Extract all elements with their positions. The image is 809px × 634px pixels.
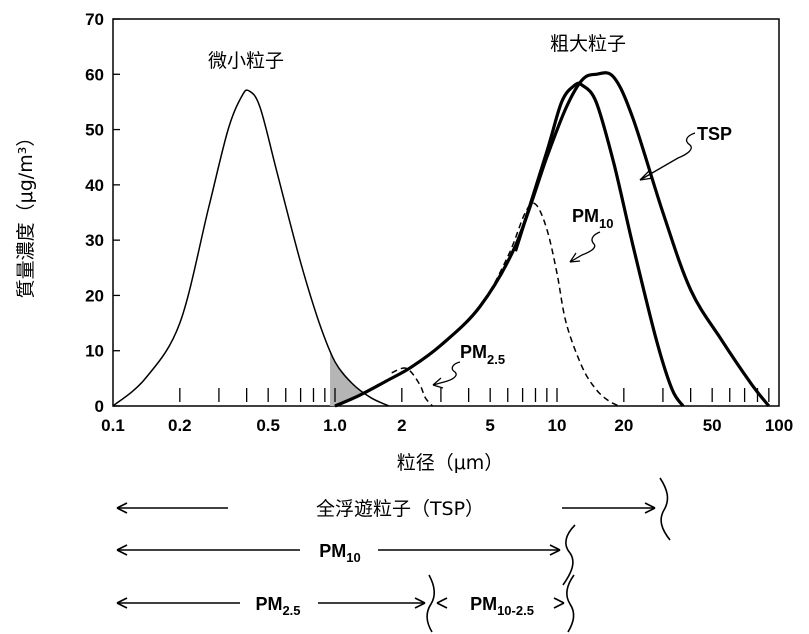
series--line — [513, 81, 685, 407]
pm1025-arrow-right — [553, 597, 565, 609]
fine-particle-label: 微小粒子 — [208, 50, 284, 72]
tsp-leader-arrow — [639, 169, 654, 181]
x-tick-label: 50 — [703, 416, 722, 435]
plot-frame — [112, 18, 780, 407]
annotation-leaders — [432, 132, 696, 389]
pm10-curve-label: PM10 — [572, 206, 613, 231]
tsp-range-label: 全浮遊粒子（TSP） — [316, 498, 484, 520]
plot-border — [112, 18, 780, 407]
x-tick-label: 20 — [614, 416, 633, 435]
pm25-leader — [432, 361, 461, 386]
series-pm2-5-line — [391, 367, 434, 407]
series-tsp-line — [334, 71, 771, 408]
tsp-leader — [639, 132, 696, 181]
pm10-range-label: PM10 — [319, 541, 360, 565]
y-tick-label: 20 — [85, 286, 104, 305]
y-tick-label: 50 — [85, 121, 104, 140]
pm10-leader-arrow — [569, 252, 581, 263]
series-pm10-line — [410, 202, 620, 407]
pm25-brace — [426, 574, 435, 633]
pm25-curve-label: PM2.5 — [460, 342, 505, 367]
pm10-brace — [562, 524, 576, 586]
tsp-label: TSP — [697, 124, 732, 144]
series-layer — [112, 71, 771, 408]
y-tick-label: 60 — [85, 65, 104, 84]
series--line — [112, 89, 390, 407]
y-tick-label: 40 — [85, 176, 104, 195]
coarse-particle-label: 粗大粒子 — [550, 33, 626, 55]
pm1025-range-label: PM10-2.5 — [470, 594, 534, 618]
x-tick-labels: 0.1 0.2 0.5 1.0 2 5 10 20 50 100 — [101, 416, 793, 435]
pm1025-arrow-left — [436, 597, 448, 609]
y-axis-title: 質量濃度（μg/m³） — [15, 128, 37, 299]
y-tick-label: 70 — [85, 10, 104, 29]
range-arrows — [116, 477, 671, 633]
pm25-range-label: PM2.5 — [255, 594, 300, 618]
x-axis-title: 粒径（μm） — [397, 452, 504, 474]
minor-ticks — [179, 388, 770, 402]
x-tick-label: 0.5 — [256, 416, 280, 435]
x-tick-label: 2 — [397, 416, 406, 435]
y-tick-labels: 0 10 20 30 40 50 60 70 — [85, 10, 120, 416]
y-tick-label: 0 — [95, 397, 104, 416]
x-tick-label: 0.2 — [168, 416, 192, 435]
pm10-leader — [569, 231, 601, 263]
x-tick-label: 10 — [548, 416, 567, 435]
x-tick-label: 100 — [765, 416, 793, 435]
x-tick-label: 1.0 — [323, 416, 347, 435]
y-tick-label: 10 — [85, 342, 104, 361]
pm1025-brace — [566, 574, 575, 633]
pm25-leader-arrow — [432, 377, 444, 389]
y-tick-label: 30 — [85, 231, 104, 250]
x-tick-label: 5 — [485, 416, 494, 435]
x-tick-label: 0.1 — [101, 416, 125, 435]
tsp-brace — [659, 477, 671, 541]
